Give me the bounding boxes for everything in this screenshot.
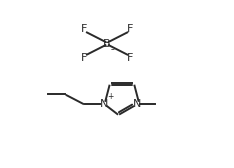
Text: N: N <box>133 99 141 109</box>
Text: F: F <box>127 25 133 34</box>
Text: +: + <box>107 92 113 101</box>
Text: F: F <box>81 53 87 62</box>
Text: F: F <box>127 53 133 62</box>
Text: –: – <box>111 45 115 54</box>
Text: F: F <box>81 25 87 34</box>
Text: N: N <box>100 99 108 109</box>
Text: B: B <box>103 38 111 49</box>
